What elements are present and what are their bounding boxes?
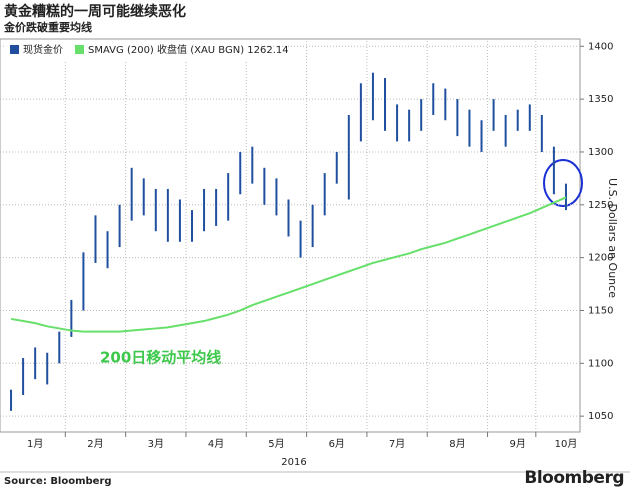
x-tick-label: 4月 [208,438,224,450]
x-tick-label: 8月 [449,438,465,450]
moving-average-line [10,196,567,333]
chart-subtitle: 金价跌破重要均线 [3,20,92,34]
x-axis-label: 2016 [281,457,306,468]
legend-swatch [75,45,84,54]
x-tick-label: 10月 [555,438,578,450]
y-tick-label: 1350 [588,94,613,105]
legend-box [6,40,256,60]
annotation: 200日移动平均线 [100,349,221,367]
y-tick-label: 1250 [588,200,613,211]
x-tick-label: 2月 [87,438,103,450]
x-tick-label: 3月 [148,438,164,450]
x-tick-label: 9月 [510,438,526,450]
legend-swatch [10,45,19,54]
legend-label: 现货金价 [23,43,63,56]
chart-title: 黄金糟糕的一周可能继续恶化 [4,3,186,20]
x-tick-label: 5月 [268,438,284,450]
source: Source: Bloomberg [4,476,112,487]
x-tick-label: 7月 [389,438,405,450]
y-tick-label: 1200 [588,253,613,264]
y-tick-label: 1300 [588,147,613,158]
plot-frame [0,38,581,433]
x-tick-label: 6月 [329,438,345,450]
y-tick-label: 1400 [588,41,613,52]
y-tick-label: 1150 [588,305,613,316]
x-tick-label: 1月 [27,438,43,450]
y-axis-label: U.S. Dollars an Ounce [606,178,619,298]
legend-label: SMAVG (200) 收盘值 (XAU BGN) 1262.14 [88,43,289,56]
highlight-circle [543,159,583,207]
brand-logo: Bloomberg [524,468,624,488]
y-tick-label: 1050 [588,411,613,422]
y-tick-label: 1100 [588,358,613,369]
